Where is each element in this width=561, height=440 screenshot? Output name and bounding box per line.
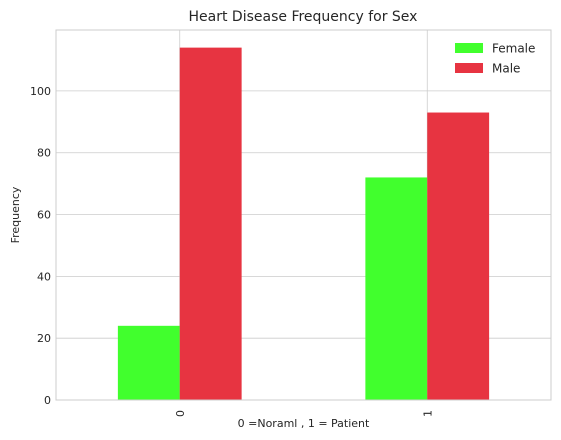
legend-label-female: Female (492, 42, 535, 56)
x-tick-label: 0 (174, 410, 187, 417)
bar-male-1 (427, 112, 490, 401)
y-tick-label: 100 (30, 85, 51, 98)
y-tick-label: 80 (37, 147, 51, 160)
legend-swatch-male (455, 63, 483, 73)
bars (117, 47, 490, 401)
y-tick-label: 40 (37, 270, 51, 283)
legend-label-male: Male (492, 62, 520, 76)
bar-female-0 (117, 325, 180, 400)
y-tick-label: 20 (37, 332, 51, 345)
y-tick-label: 0 (44, 394, 51, 407)
y-tick-label: 60 (37, 209, 51, 222)
x-axis-label: 0 =Noraml , 1 = Patient (238, 417, 370, 430)
chart-title: Heart Disease Frequency for Sex (189, 9, 418, 25)
plot-frame (55, 29, 552, 401)
y-tick-labels: 0 20 40 60 80 100 (30, 85, 51, 407)
bar-female-1 (365, 177, 428, 400)
legend-swatch-female (455, 43, 483, 53)
legend: Female Male (455, 42, 535, 76)
bar-male-0 (179, 47, 242, 400)
y-axis-label: Frequency (9, 186, 22, 243)
x-tick-label: 1 (421, 410, 434, 417)
